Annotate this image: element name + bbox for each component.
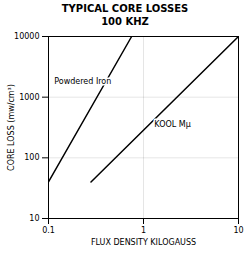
svg-text:CORE LOSS (mw/cm³): CORE LOSS (mw/cm³) [7,84,16,171]
svg-text:10000: 10000 [14,32,39,41]
svg-text:KOOL Mμ: KOOL Mμ [154,120,190,129]
svg-text:0.1: 0.1 [42,226,55,235]
html-text:TYPICAL CORE LOSSES: TYPICAL CORE LOSSES [61,3,189,14]
svg-text:100: 100 [24,153,39,162]
svg-text:FLUX DENSITY KILOGAUSS: FLUX DENSITY KILOGAUSS [91,238,196,247]
svg-text:1000: 1000 [19,93,39,102]
html-text:100 KHZ: 100 KHZ [101,16,149,27]
svg-text:10: 10 [233,226,243,235]
svg-text:Powdered Iron: Powdered Iron [54,77,111,86]
svg-text:10: 10 [29,214,39,223]
svg-text:1: 1 [141,226,146,235]
